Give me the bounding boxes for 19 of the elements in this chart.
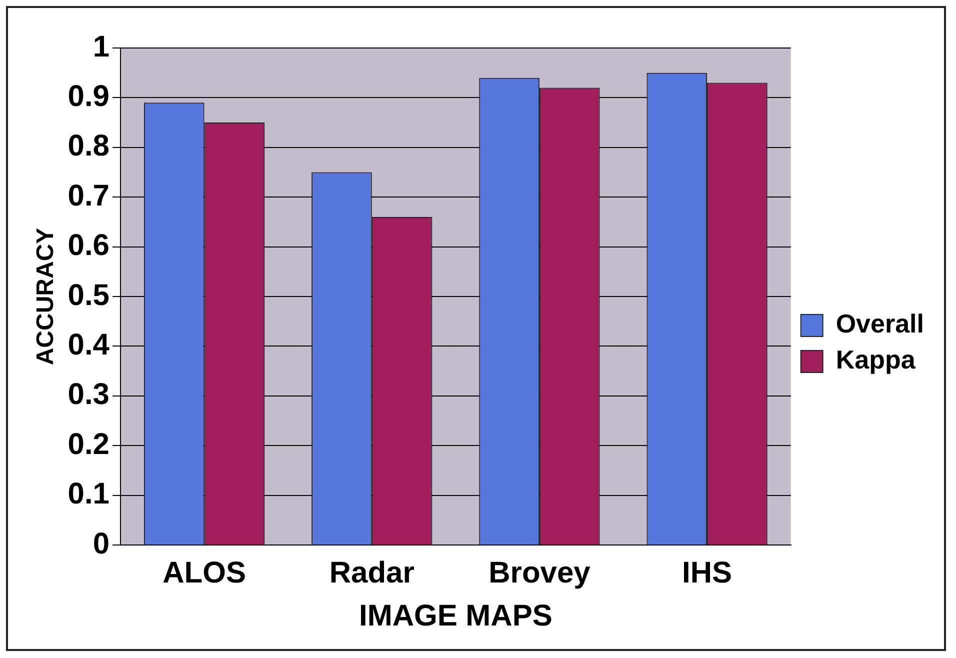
y-tick-label: 0.6 [68,229,110,262]
x-tick-label: Radar [329,556,415,590]
x-tick-label: Brovey [488,556,591,590]
y-tick-label: 0.3 [68,378,110,412]
y-tick-label: 0.2 [68,428,110,461]
y-tick-label: 0.1 [68,478,110,511]
x-tick-label: IHS [682,556,732,590]
legend-label: Kappa [836,344,916,375]
y-tick-label: 0.5 [68,278,110,312]
x-axis-title: IMAGE MAPS [358,599,552,632]
y-tick-label: 0 [92,527,110,560]
y-tick-label: 0.9 [68,80,110,113]
y-tick-label: 0.4 [68,328,110,362]
y-tick-label: 0.7 [68,179,110,212]
x-tick-label: ALOS [162,556,246,590]
y-axis-title: ACCURACY [32,228,60,366]
y-tick-label: 1 [92,30,110,64]
legend-label: Overall [836,308,924,339]
y-tick-label: 0.8 [68,130,110,163]
